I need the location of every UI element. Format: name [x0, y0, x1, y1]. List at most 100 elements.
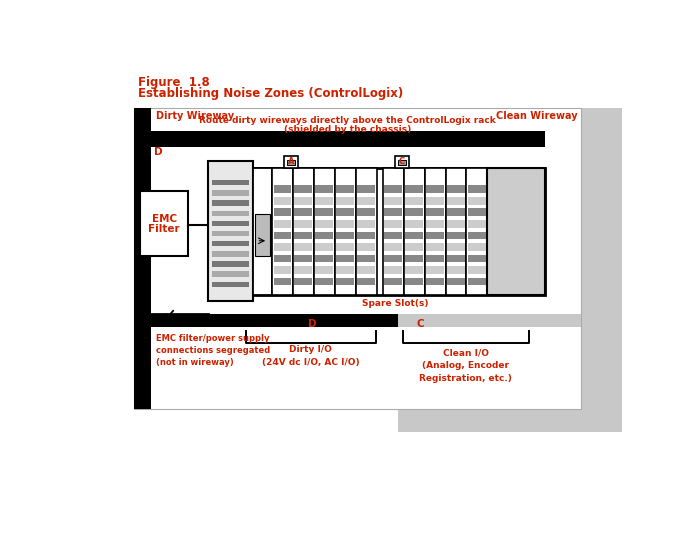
Bar: [274, 197, 291, 205]
Bar: [295, 231, 312, 239]
Bar: [315, 208, 333, 216]
Bar: [315, 231, 333, 239]
Bar: [274, 278, 291, 286]
Bar: [405, 255, 423, 263]
Text: EMC filter/power supply
connections segregated
(not in wireway): EMC filter/power supply connections segr…: [155, 334, 270, 367]
Bar: [383, 168, 404, 295]
Text: EMC: EMC: [152, 214, 177, 224]
Bar: [315, 278, 333, 286]
Bar: [357, 255, 375, 263]
Bar: [357, 278, 375, 286]
Bar: [447, 197, 465, 205]
Bar: [274, 255, 291, 263]
Bar: [357, 266, 375, 274]
Text: Dirty I/O
(24V dc I/O, AC I/O): Dirty I/O (24V dc I/O, AC I/O): [262, 345, 360, 367]
Bar: [468, 185, 486, 193]
Bar: [211, 211, 248, 216]
Bar: [384, 266, 402, 274]
Bar: [468, 197, 486, 205]
Bar: [295, 185, 312, 193]
Bar: [447, 255, 465, 263]
Bar: [211, 200, 248, 206]
Bar: [336, 243, 354, 251]
Text: A: A: [288, 157, 295, 166]
Bar: [447, 278, 465, 286]
Bar: [284, 156, 298, 168]
Bar: [314, 168, 335, 295]
Text: C: C: [399, 157, 405, 166]
Bar: [336, 185, 354, 193]
Bar: [446, 168, 466, 295]
Bar: [336, 255, 354, 263]
Text: Route dirty wireways directly above the ControlLogix rack: Route dirty wireways directly above the …: [199, 116, 496, 125]
Bar: [447, 231, 465, 239]
Bar: [211, 190, 248, 195]
Bar: [487, 168, 545, 295]
Bar: [211, 262, 248, 267]
Bar: [274, 185, 291, 193]
Text: Spare Slot(s): Spare Slot(s): [362, 299, 428, 308]
Text: (shielded by the chassis): (shielded by the chassis): [284, 125, 411, 134]
Bar: [447, 243, 465, 251]
Bar: [253, 168, 272, 295]
Bar: [357, 185, 375, 193]
Bar: [208, 162, 253, 301]
Bar: [255, 214, 270, 256]
Text: Filter: Filter: [148, 224, 180, 234]
Bar: [315, 266, 333, 274]
Bar: [211, 231, 248, 236]
Bar: [468, 231, 486, 239]
Bar: [357, 243, 375, 251]
Bar: [468, 220, 486, 228]
Bar: [134, 108, 581, 409]
Bar: [295, 208, 312, 216]
Bar: [295, 255, 312, 263]
Bar: [426, 231, 444, 239]
Text: C: C: [417, 318, 425, 329]
Bar: [274, 266, 291, 274]
Bar: [336, 266, 354, 274]
Bar: [208, 168, 545, 295]
Bar: [384, 255, 402, 263]
Bar: [384, 220, 402, 228]
Bar: [405, 231, 423, 239]
Bar: [356, 168, 377, 295]
Bar: [426, 255, 444, 263]
Bar: [468, 278, 486, 286]
Bar: [426, 185, 444, 193]
Bar: [466, 168, 487, 295]
Bar: [315, 220, 333, 228]
Bar: [395, 156, 409, 168]
Bar: [426, 243, 444, 251]
Text: Dirty Wireway: Dirty Wireway: [155, 111, 234, 121]
Bar: [274, 231, 291, 239]
Bar: [274, 208, 291, 216]
Bar: [405, 185, 423, 193]
Bar: [336, 220, 354, 228]
Bar: [468, 243, 486, 251]
Bar: [295, 278, 312, 286]
Bar: [288, 160, 295, 165]
Bar: [140, 191, 188, 256]
Bar: [398, 314, 581, 327]
Bar: [134, 108, 151, 409]
Text: D: D: [308, 318, 316, 329]
Text: Establishing Noise Zones (ControlLogix): Establishing Noise Zones (ControlLogix): [138, 87, 403, 100]
Text: Figure  1.8: Figure 1.8: [138, 76, 209, 89]
Bar: [405, 243, 423, 251]
Bar: [426, 220, 444, 228]
Bar: [151, 132, 545, 147]
Bar: [336, 278, 354, 286]
Bar: [447, 220, 465, 228]
Bar: [405, 197, 423, 205]
Bar: [295, 266, 312, 274]
Bar: [447, 185, 465, 193]
Bar: [211, 241, 248, 246]
Bar: [426, 208, 444, 216]
Bar: [404, 168, 425, 295]
Bar: [336, 231, 354, 239]
Bar: [211, 281, 248, 287]
Bar: [425, 168, 446, 295]
Bar: [581, 108, 622, 432]
Bar: [384, 197, 402, 205]
